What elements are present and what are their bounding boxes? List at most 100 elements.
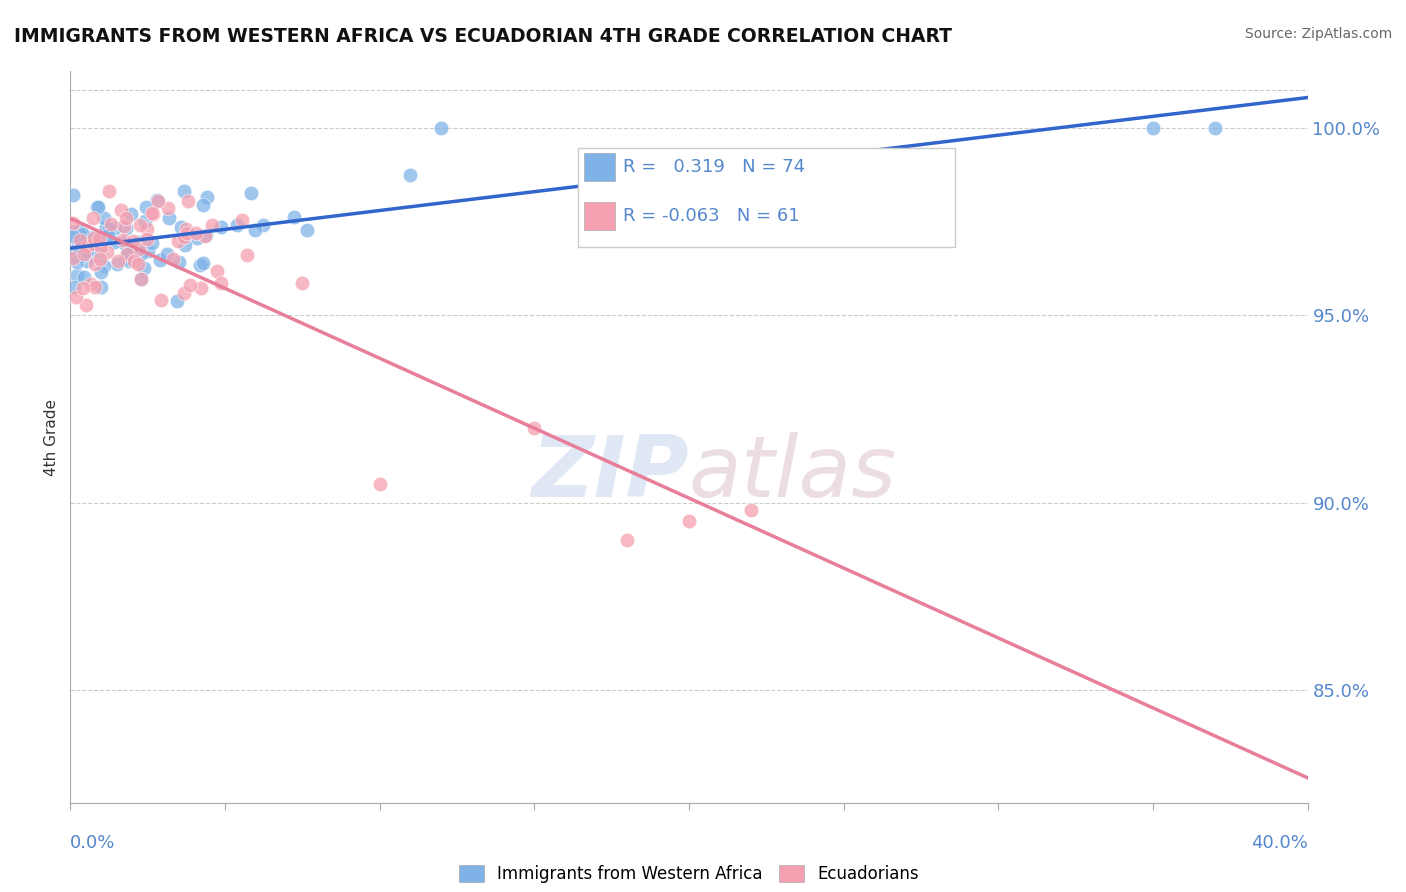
Point (87, 232, 110, 246)
Point (167, 254, 190, 268)
Point (115, 247, 138, 261)
Text: 40.0%: 40.0% (1251, 834, 1308, 852)
Point (173, 286, 195, 301)
Point (93, 259, 115, 273)
Point (62, 188, 84, 202)
Point (176, 226, 198, 240)
Point (156, 246, 179, 260)
Point (89, 248, 111, 262)
Point (62, 216, 84, 230)
Point (114, 211, 136, 226)
Point (103, 235, 125, 249)
Point (66, 224, 89, 238)
Point (82, 211, 104, 226)
Point (82, 230, 104, 244)
Point (111, 233, 134, 247)
Point (239, 186, 262, 201)
Point (177, 194, 200, 209)
Point (193, 198, 215, 212)
Point (245, 223, 267, 237)
Point (127, 257, 149, 271)
Point (399, 168, 422, 182)
Point (173, 184, 195, 198)
Point (173, 230, 195, 244)
Point (162, 252, 184, 266)
Point (122, 234, 145, 248)
Point (121, 240, 143, 254)
Point (523, 420, 546, 434)
Point (79, 248, 101, 262)
Point (86, 200, 108, 214)
Point (136, 244, 159, 259)
Point (93, 211, 115, 226)
Point (283, 210, 305, 224)
Point (73, 247, 96, 261)
Point (83, 280, 105, 294)
Point (89, 252, 111, 266)
Point (131, 247, 153, 261)
Point (252, 218, 274, 232)
Point (104, 220, 127, 235)
Point (115, 251, 138, 265)
Point (86, 234, 108, 248)
Point (368, 477, 391, 491)
Point (112, 219, 135, 233)
Point (107, 257, 129, 271)
Point (186, 226, 208, 240)
Point (110, 202, 132, 217)
Point (150, 293, 173, 307)
Point (118, 254, 141, 268)
Point (60, 249, 83, 263)
Point (678, 515, 700, 529)
Point (740, 503, 762, 517)
Point (117, 247, 139, 261)
Point (128, 242, 150, 256)
Point (170, 220, 193, 235)
Point (70, 249, 93, 263)
Point (209, 220, 232, 235)
Point (616, 533, 638, 548)
Point (83, 231, 105, 245)
Point (76, 253, 98, 268)
Point (191, 256, 214, 270)
Text: ZIP: ZIP (531, 432, 689, 516)
Point (235, 248, 257, 262)
Point (195, 189, 218, 203)
Point (157, 211, 180, 226)
Point (1204, 120, 1226, 135)
Point (186, 231, 208, 245)
Point (135, 232, 157, 246)
Point (112, 235, 135, 250)
Point (179, 277, 201, 292)
Point (122, 254, 145, 268)
Point (128, 235, 150, 249)
Point (66, 268, 89, 282)
Point (225, 218, 247, 232)
Point (87, 200, 110, 214)
Point (66, 254, 89, 268)
Point (76, 239, 98, 253)
Point (142, 207, 165, 221)
FancyBboxPatch shape (583, 202, 614, 230)
Point (129, 272, 152, 286)
Point (174, 221, 197, 235)
Point (231, 213, 253, 227)
Point (194, 228, 217, 243)
Point (148, 194, 170, 209)
Point (90, 265, 112, 279)
Text: Source: ZipAtlas.com: Source: ZipAtlas.com (1244, 27, 1392, 41)
Point (76, 244, 98, 259)
Text: atlas: atlas (689, 432, 897, 516)
FancyBboxPatch shape (583, 153, 614, 181)
Point (135, 200, 157, 214)
Point (90, 240, 112, 254)
Point (205, 264, 228, 278)
Point (297, 223, 319, 237)
Point (1142, 120, 1164, 135)
Point (128, 218, 150, 232)
Point (97, 227, 120, 242)
Point (73, 230, 96, 244)
Point (60, 225, 83, 239)
Point (90, 280, 112, 294)
Text: R = -0.063   N = 61: R = -0.063 N = 61 (623, 207, 800, 225)
